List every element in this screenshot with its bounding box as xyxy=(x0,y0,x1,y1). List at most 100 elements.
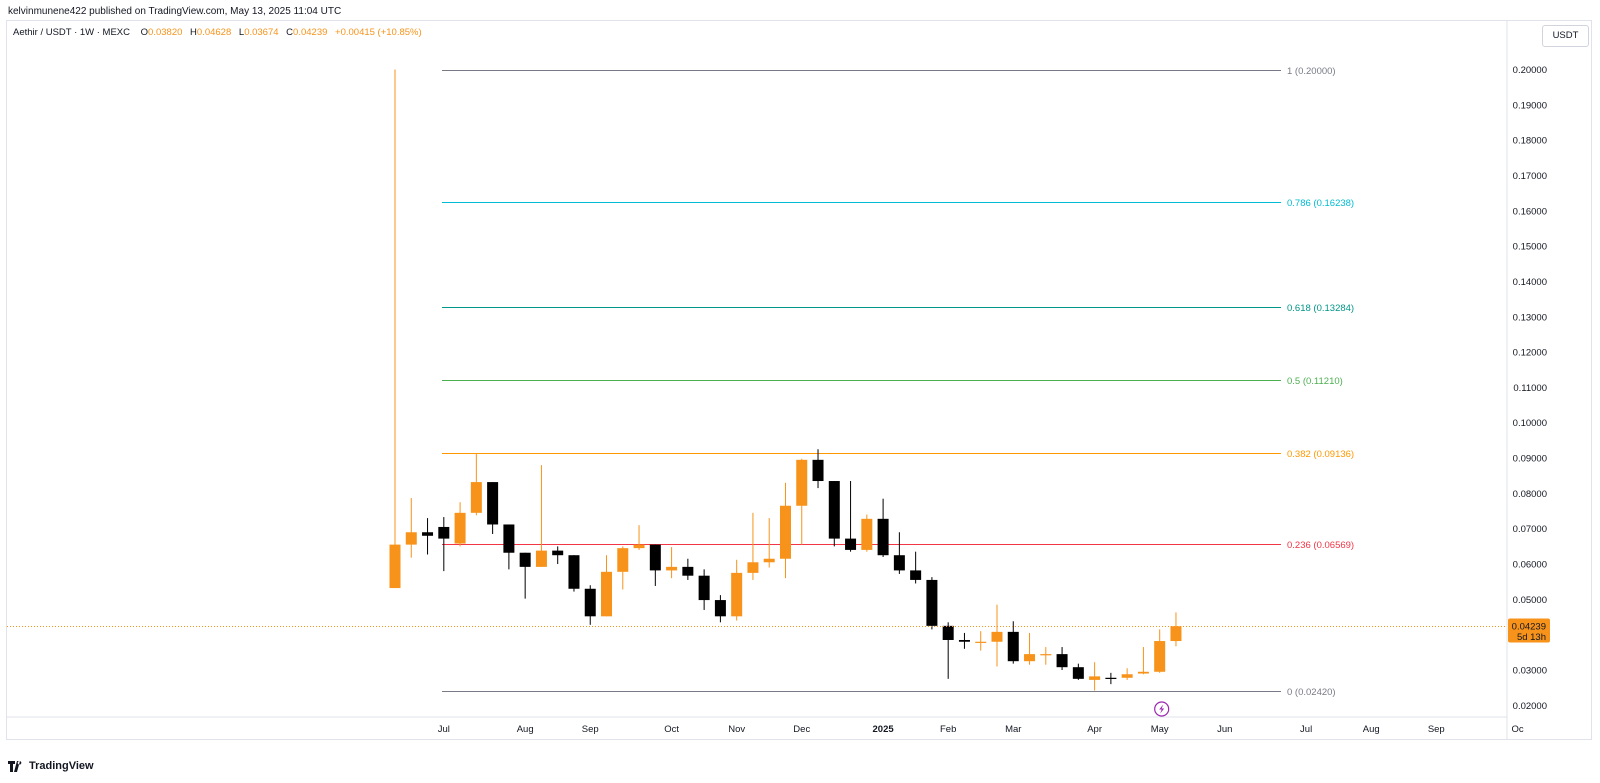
tradingview-logo-icon xyxy=(8,760,22,772)
currency-button[interactable]: USDT xyxy=(1542,25,1589,47)
fib-level-label: 0.382 (0.09136) xyxy=(1287,449,1354,460)
candle-body xyxy=(1121,674,1133,678)
y-tick-label: 0.13000 xyxy=(1513,312,1547,323)
y-tick-label: 0.10000 xyxy=(1513,418,1547,429)
candle-body xyxy=(958,639,970,642)
candle-body xyxy=(1024,654,1036,662)
candle-body xyxy=(698,575,710,601)
candle-body xyxy=(893,555,905,571)
candle-body xyxy=(1137,671,1149,674)
candle-body xyxy=(910,570,922,580)
candle-body xyxy=(405,532,417,545)
candle-body xyxy=(1072,667,1084,679)
y-tick-label: 0.11000 xyxy=(1513,383,1547,394)
y-tick-label: 0.15000 xyxy=(1513,242,1547,253)
candle-body xyxy=(1105,677,1117,679)
high-label: H xyxy=(190,27,197,38)
symbol-title[interactable]: Aethir / USDT · 1W · MEXC xyxy=(13,27,131,38)
low-value: 0.03674 xyxy=(244,27,279,38)
x-tick-label: Jul xyxy=(1300,724,1312,735)
candle-body xyxy=(1089,676,1101,680)
fib-level-label: 0 (0.02420) xyxy=(1287,687,1336,698)
candle-body xyxy=(1170,626,1182,642)
candle-body xyxy=(877,518,889,556)
candle-body xyxy=(601,571,613,617)
tradingview-footer: TradingView xyxy=(8,760,94,772)
lightning-icon xyxy=(1159,704,1165,714)
y-tick-label: 0.08000 xyxy=(1513,489,1547,500)
candle-body xyxy=(438,526,450,539)
publisher-caption: kelvinmunene422 published on TradingView… xyxy=(8,6,342,17)
x-tick-label: 2025 xyxy=(873,724,895,735)
y-tick-label: 0.07000 xyxy=(1513,524,1547,535)
y-tick-label: 0.14000 xyxy=(1513,277,1547,288)
fib-level-label: 0.236 (0.06569) xyxy=(1287,540,1354,551)
change-value: +0.00415 (+10.85%) xyxy=(335,27,422,38)
candle-body xyxy=(454,512,466,544)
open-label: O xyxy=(140,27,149,38)
y-tick-label: 0.12000 xyxy=(1513,348,1547,359)
candle-body xyxy=(828,481,840,539)
candle-body xyxy=(991,631,1003,642)
fib-level-label: 0.786 (0.16238) xyxy=(1287,198,1354,209)
last-price-value: 0.04239 xyxy=(1512,622,1546,633)
candle-body xyxy=(649,544,661,571)
y-tick-label: 0.17000 xyxy=(1513,171,1547,182)
y-tick-label: 0.03000 xyxy=(1513,666,1547,677)
candle-body xyxy=(714,600,726,617)
footer-brand: TradingView xyxy=(29,760,94,772)
candle-body xyxy=(796,459,808,506)
candle-body xyxy=(535,550,547,567)
x-tick-label: Mar xyxy=(1005,724,1021,735)
candle-body xyxy=(926,579,938,626)
y-tick-label: 0.16000 xyxy=(1513,206,1547,217)
x-tick-label: Nov xyxy=(728,724,745,735)
x-tick-label: Dec xyxy=(793,724,810,735)
candle-body xyxy=(763,558,775,563)
y-tick-label: 0.18000 xyxy=(1513,136,1547,147)
y-tick-label: 0.06000 xyxy=(1513,560,1547,571)
y-tick-label: 0.20000 xyxy=(1513,65,1547,76)
candle-body xyxy=(779,505,791,559)
bar-countdown: 5d 13h xyxy=(1517,632,1546,643)
x-tick-label: Jun xyxy=(1217,724,1232,735)
x-tick-label: Sep xyxy=(582,724,599,735)
x-tick-label: Aug xyxy=(517,724,534,735)
candle-body xyxy=(552,550,564,556)
candle-body xyxy=(747,562,759,573)
candle-body xyxy=(1040,654,1052,656)
x-tick-label: May xyxy=(1151,724,1169,735)
x-tick-label: Oc xyxy=(1512,724,1524,735)
open-value: 0.03820 xyxy=(148,27,183,38)
fib-level-label: 0.618 (0.13284) xyxy=(1287,303,1354,314)
candle-body xyxy=(1007,631,1019,662)
candle-body xyxy=(389,544,401,589)
y-tick-label: 0.05000 xyxy=(1513,595,1547,606)
close-label: C xyxy=(286,27,294,38)
candle-body xyxy=(519,552,531,567)
high-value: 0.04628 xyxy=(196,27,232,38)
candle-body xyxy=(568,555,580,589)
x-tick-label: Aug xyxy=(1363,724,1380,735)
x-tick-label: Jul xyxy=(438,724,450,735)
candle-body xyxy=(422,532,434,536)
candle-body xyxy=(503,524,515,553)
candle-body xyxy=(487,482,499,525)
candle-body xyxy=(812,459,824,482)
candle-body xyxy=(666,566,678,571)
candle-body xyxy=(617,548,629,572)
close-value: 0.04239 xyxy=(293,27,328,38)
candle-body xyxy=(470,482,482,513)
candle-body xyxy=(682,566,694,576)
low-label: L xyxy=(238,27,245,38)
x-tick-label: Apr xyxy=(1087,724,1102,735)
candle-body xyxy=(1056,654,1068,668)
candle-body xyxy=(633,544,645,549)
candle-body xyxy=(845,538,857,550)
fib-level-label: 1 (0.20000) xyxy=(1287,66,1336,77)
last-price-tag xyxy=(1508,618,1550,643)
candle-body xyxy=(1154,641,1166,672)
y-tick-label: 0.19000 xyxy=(1513,100,1547,111)
y-tick-label: 0.02000 xyxy=(1513,701,1547,712)
